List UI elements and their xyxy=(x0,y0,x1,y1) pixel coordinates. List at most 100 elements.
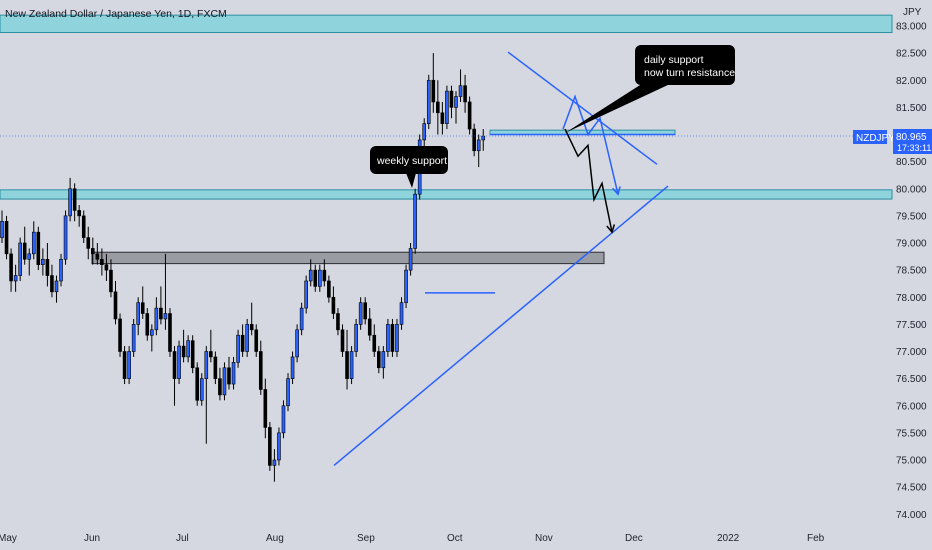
weekly-support-zone xyxy=(0,189,893,200)
candle xyxy=(408,243,413,276)
upper-trendline[interactable] xyxy=(507,51,658,165)
countdown-label: 17:33:11 xyxy=(897,143,931,153)
candle xyxy=(327,275,331,303)
price-axis[interactable]: 83.00082.50082.00081.50081.00080.50080.0… xyxy=(896,22,927,521)
candle xyxy=(186,335,190,363)
candle xyxy=(59,253,63,287)
candle xyxy=(404,264,408,309)
candle xyxy=(277,427,281,466)
candle xyxy=(426,74,431,130)
candle xyxy=(209,329,213,363)
y-tick-label: 77.000 xyxy=(896,347,927,358)
candle xyxy=(331,286,336,319)
candle xyxy=(136,297,140,336)
candle xyxy=(31,221,36,260)
currency-label: JPY xyxy=(903,7,922,18)
candle xyxy=(454,91,458,124)
blue-projection-arrowhead xyxy=(612,186,621,196)
candle xyxy=(304,275,308,314)
black-projection[interactable] xyxy=(564,128,613,233)
weekly-callout-pointer xyxy=(406,173,416,188)
candle xyxy=(131,318,136,357)
y-tick-label: 75.500 xyxy=(896,428,927,439)
candle xyxy=(354,318,358,357)
x-tick-label: Nov xyxy=(535,533,553,544)
y-tick-label: 80.000 xyxy=(896,184,927,195)
candle xyxy=(109,259,113,298)
y-tick-label: 81.500 xyxy=(896,103,927,114)
daily-callout-line1: daily support xyxy=(644,54,704,66)
y-tick-label: 77.500 xyxy=(896,320,927,331)
candle xyxy=(290,351,295,385)
candle xyxy=(431,53,436,113)
daily-callout-line2: now turn resistance xyxy=(644,67,735,79)
candle xyxy=(190,335,195,374)
candle xyxy=(168,308,172,357)
candle xyxy=(281,400,286,439)
y-tick-label: 79.500 xyxy=(896,211,927,222)
candle xyxy=(68,177,72,222)
x-tick-label: Jun xyxy=(84,533,100,544)
candle xyxy=(195,362,200,406)
candle xyxy=(345,329,349,390)
x-tick-label: Sep xyxy=(357,533,375,544)
candle xyxy=(199,373,204,406)
candle xyxy=(159,286,163,325)
candle xyxy=(436,80,440,135)
y-tick-label: 78.500 xyxy=(896,266,927,277)
candle xyxy=(222,362,227,401)
mid-zone xyxy=(91,251,605,265)
candle xyxy=(240,324,245,357)
candle xyxy=(372,324,377,357)
candle xyxy=(249,302,254,336)
candle xyxy=(363,297,368,325)
y-tick-label: 76.000 xyxy=(896,401,927,412)
candle xyxy=(445,85,449,130)
x-tick-label: Feb xyxy=(807,533,825,544)
candle xyxy=(41,248,45,276)
candle xyxy=(413,188,417,254)
y-tick-label: 82.500 xyxy=(896,49,927,60)
black-projection-arrowhead xyxy=(606,224,616,234)
x-tick-label: 2022 xyxy=(717,533,740,544)
candle xyxy=(13,264,18,292)
candle xyxy=(36,226,41,271)
time-axis[interactable]: May Jun Jul Aug Sep Oct Nov Dec 2022 Feb xyxy=(0,533,825,544)
chart-title: New Zealand Dollar / Japanese Yen, 1D, F… xyxy=(5,8,227,20)
candle xyxy=(358,297,363,330)
candle xyxy=(45,243,50,287)
weekly-callout-text: weekly support xyxy=(376,155,447,167)
last-price-tag xyxy=(893,129,932,154)
candle xyxy=(54,275,59,303)
last-price-label: 80.965 xyxy=(896,132,927,143)
candle xyxy=(254,324,259,357)
candle xyxy=(349,346,354,385)
candle xyxy=(390,318,395,357)
candle xyxy=(377,346,381,374)
candle xyxy=(395,318,399,357)
x-tick-label: May xyxy=(0,533,17,544)
x-tick-label: Aug xyxy=(266,533,284,544)
candle xyxy=(268,422,272,471)
candle xyxy=(367,308,372,341)
y-tick-label: 82.000 xyxy=(896,76,927,87)
candle xyxy=(181,329,186,363)
candle xyxy=(0,210,4,243)
y-tick-label: 76.500 xyxy=(896,374,927,385)
candle xyxy=(263,378,268,439)
candle xyxy=(163,253,168,330)
weekly-callout-box xyxy=(370,146,448,174)
blue-projection[interactable] xyxy=(562,94,619,195)
candle xyxy=(104,253,109,281)
candle xyxy=(295,324,299,363)
candle xyxy=(463,74,467,113)
candle xyxy=(150,324,154,352)
candle xyxy=(236,329,240,368)
candle xyxy=(27,248,32,276)
candle xyxy=(100,248,104,276)
candle xyxy=(177,340,181,385)
candle xyxy=(140,286,145,319)
y-tick-label: 83.000 xyxy=(896,22,927,33)
